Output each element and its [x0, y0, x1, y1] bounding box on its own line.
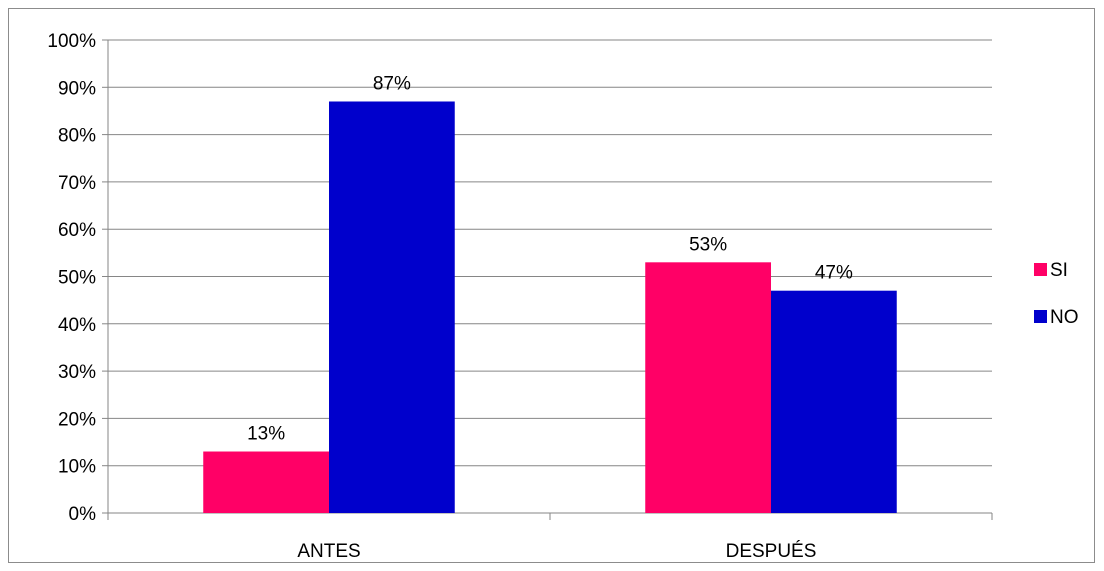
- bar-si-antes: [203, 451, 329, 513]
- y-tick-label: 70%: [58, 173, 96, 194]
- legend-swatch-si: [1034, 263, 1047, 276]
- chart-frame: [8, 8, 1095, 563]
- data-label: 87%: [373, 73, 411, 94]
- y-axis: 0% 10% 20% 30% 40% 50% 60% 70% 80% 90% 100%: [47, 31, 109, 525]
- legend-label-si: SI: [1050, 260, 1068, 281]
- y-tick-label: 20%: [58, 409, 96, 430]
- y-tick-label: 100%: [47, 31, 96, 52]
- data-label: 53%: [689, 234, 727, 255]
- bar-no-después: [771, 290, 897, 513]
- y-tick-label: 10%: [58, 457, 96, 478]
- legend-label-no: NO: [1050, 307, 1079, 328]
- bar-si-después: [645, 262, 771, 513]
- y-tick-label: 90%: [58, 78, 96, 99]
- y-tick-label: 0%: [69, 504, 97, 525]
- x-category-label: ANTES: [297, 541, 360, 562]
- y-tick-label: 50%: [58, 268, 96, 289]
- legend: SI NO: [1034, 260, 1079, 328]
- bars: [203, 101, 897, 514]
- data-labels: 13% 87% 53% 47%: [247, 73, 853, 444]
- data-label: 13%: [247, 424, 285, 445]
- x-category-label: DESPUÉS: [726, 541, 817, 562]
- legend-swatch-no: [1034, 310, 1047, 323]
- y-tick-label: 60%: [58, 220, 96, 241]
- x-axis: ANTES DESPUÉS: [107, 512, 993, 562]
- bar-no-antes: [329, 101, 455, 514]
- data-label: 47%: [815, 263, 853, 284]
- y-tick-label: 40%: [58, 315, 96, 336]
- y-tick-label: 80%: [58, 126, 96, 147]
- y-tick-label: 30%: [58, 362, 96, 383]
